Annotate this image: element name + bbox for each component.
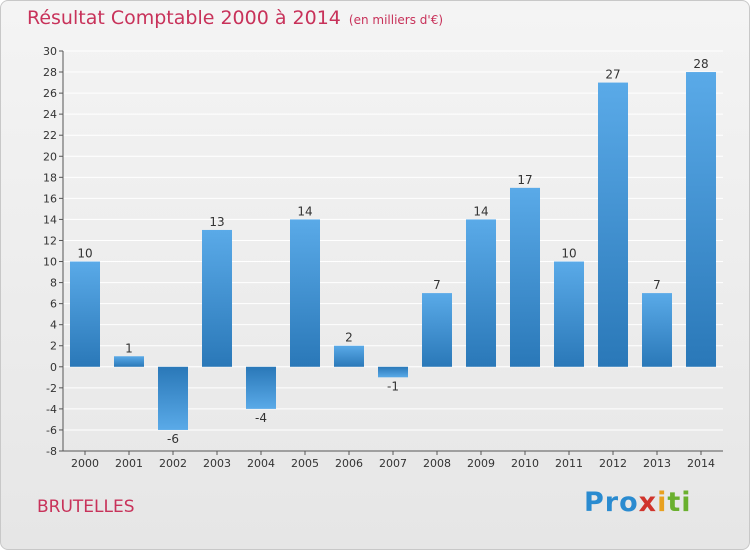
bar-2007 [378,366,408,378]
y-tick-label: 4 [50,319,57,332]
data-label: 13 [209,215,224,229]
bar-2011 [554,261,584,367]
data-label: 28 [693,57,708,71]
bar-2000 [70,261,100,367]
bar-2005 [290,219,320,367]
x-tick-label: 2006 [335,457,363,470]
data-label: -1 [387,379,399,393]
y-tick-label: 8 [50,277,57,290]
data-label: -6 [167,432,179,446]
bar-2006 [334,345,364,367]
bar-2009 [466,219,496,367]
y-tick-label: 14 [43,213,57,226]
x-tick-label: 2011 [555,457,583,470]
x-tick-label: 2010 [511,457,539,470]
y-tick-label: 6 [50,298,57,311]
data-label: 7 [653,278,661,292]
commune-name: BRUTELLES [37,497,135,517]
data-label: 14 [297,204,312,218]
y-tick-label: -2 [46,382,57,395]
x-tick-label: 2003 [203,457,231,470]
y-tick-label: 22 [43,129,57,142]
x-tick-label: 2000 [71,457,99,470]
chart-title-text: Résultat Comptable 2000 à 2014 [27,7,341,29]
y-tick-label: -6 [46,424,57,437]
y-tick-label: 12 [43,234,57,247]
logo-part-2: x [638,487,658,518]
x-tick-label: 2001 [115,457,143,470]
bar-2014 [686,72,716,367]
bar-2002 [158,366,188,430]
bar-2004 [246,366,276,409]
y-tick-label: 30 [43,45,57,58]
x-tick-label: 2012 [599,457,627,470]
logo-part-3: i [657,487,668,518]
x-tick-label: 2009 [467,457,495,470]
data-label: 1 [125,341,133,355]
proxiti-logo: Proxiti [584,487,692,518]
x-tick-label: 2005 [291,457,319,470]
x-tick-label: 2002 [159,457,187,470]
bar-2001 [114,356,144,367]
y-tick-label: 16 [43,192,57,205]
x-tick-label: 2014 [687,457,715,470]
y-tick-label: 28 [43,66,57,79]
y-tick-label: 10 [43,256,57,269]
bar-2008 [422,293,452,367]
bar-2012 [598,82,628,367]
x-tick-label: 2004 [247,457,275,470]
y-tick-label: -4 [46,403,57,416]
x-tick-label: 2008 [423,457,451,470]
data-label: 10 [77,247,92,261]
logo-part-4: ti [667,487,692,518]
y-tick-label: 0 [50,361,57,374]
bar-2010 [510,187,540,367]
chart-title: Résultat Comptable 2000 à 2014 (en millie… [27,7,443,29]
data-label: -4 [255,411,267,425]
y-tick-label: 24 [43,108,57,121]
chart-unit: (en milliers d'€) [348,13,444,27]
logo-part-1: Pro [584,487,639,518]
data-label: 14 [473,204,488,218]
data-label: 10 [561,247,576,261]
x-tick-label: 2007 [379,457,407,470]
y-tick-label: 2 [50,340,57,353]
y-tick-label: 20 [43,150,57,163]
bar-2003 [202,229,232,367]
y-tick-label: 26 [43,87,57,100]
data-label: 27 [605,68,620,82]
x-tick-label: 2013 [643,457,671,470]
data-label: 17 [517,173,532,187]
y-tick-label: 18 [43,171,57,184]
data-label: 7 [433,278,441,292]
data-label: 2 [345,331,353,345]
bar-2013 [642,293,672,367]
y-tick-label: -8 [46,445,57,458]
